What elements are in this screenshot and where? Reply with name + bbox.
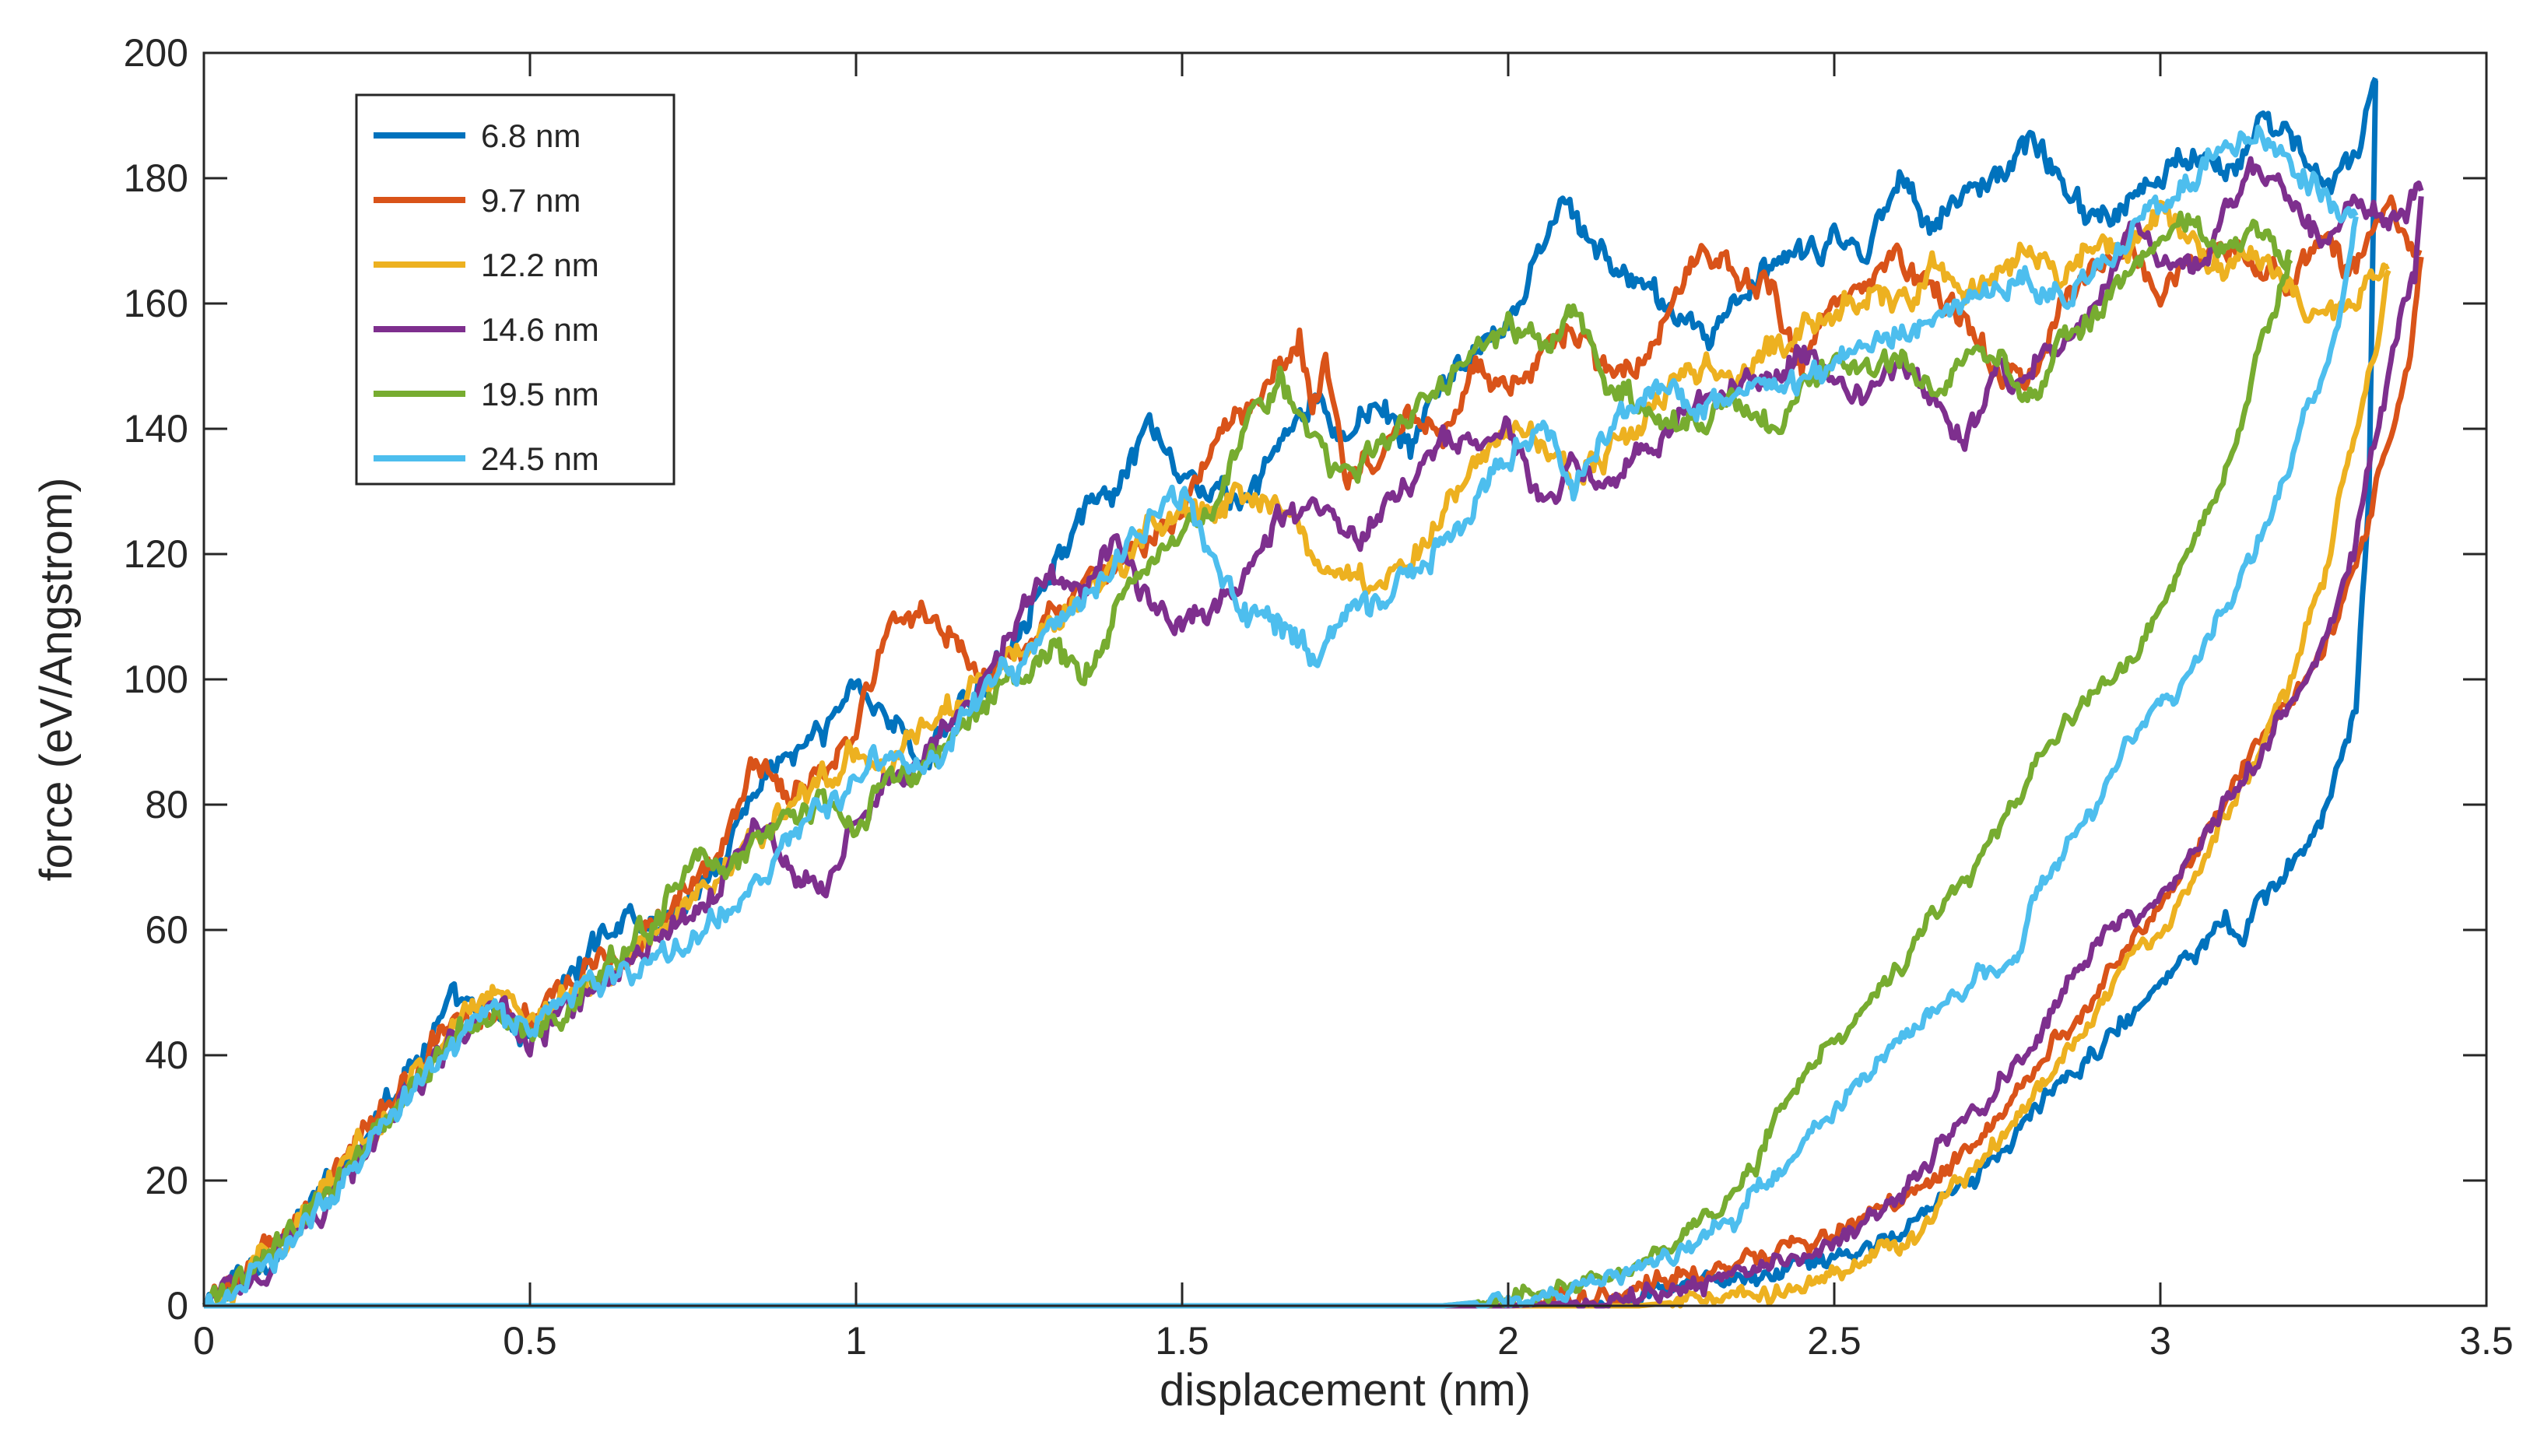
x-tick-label: 1.5 <box>1155 1319 1209 1363</box>
x-tick-label: 0 <box>193 1319 215 1363</box>
legend-label: 24.5 nm <box>481 440 599 477</box>
y-tick-label: 60 <box>145 908 188 952</box>
y-tick-label: 0 <box>167 1284 188 1328</box>
x-axis-title: displacement (nm) <box>1160 1365 1531 1416</box>
x-tick-label: 0.5 <box>503 1319 557 1363</box>
legend: 6.8 nm 9.7 nm 12.2 nm 14.6 nm 19.5 nm 24.5 nm <box>355 93 675 486</box>
y-axis-title: force (eV/Angstrom) <box>31 478 82 882</box>
loading-line <box>202 125 2359 1309</box>
y-tick-label: 120 <box>124 532 188 576</box>
x-tick-label: 2.5 <box>1807 1319 1862 1363</box>
y-tick-label: 180 <box>124 156 188 200</box>
y-tick-label: 40 <box>145 1033 188 1077</box>
y-tick-label: 160 <box>124 282 188 325</box>
legend-label: 12.2 nm <box>481 247 599 283</box>
ticks-layer: 0 0.5 1 1.5 2 2.5 3 3.5 0 20 40 60 80 100 120 140 160 180… <box>124 31 2514 1363</box>
legend-label: 19.5 nm <box>481 376 599 412</box>
loading-line <box>202 210 2293 1308</box>
legend-box <box>355 93 675 486</box>
y-tick-label: 80 <box>145 783 188 826</box>
x-tick-label: 1 <box>845 1319 867 1363</box>
loading-line <box>202 76 2378 1308</box>
y-tick-label: 140 <box>124 407 188 451</box>
x-tick-label: 3 <box>2149 1319 2171 1363</box>
y-tick-label: 20 <box>145 1159 188 1202</box>
legend-label: 14.6 nm <box>481 311 599 348</box>
y-tick-label: 100 <box>124 658 188 701</box>
y-tick-label: 200 <box>124 31 188 75</box>
x-tick-label: 3.5 <box>2459 1319 2514 1363</box>
legend-label: 9.7 nm <box>481 182 581 219</box>
legend-label: 6.8 nm <box>481 118 581 154</box>
x-tick-label: 2 <box>1497 1319 1519 1363</box>
